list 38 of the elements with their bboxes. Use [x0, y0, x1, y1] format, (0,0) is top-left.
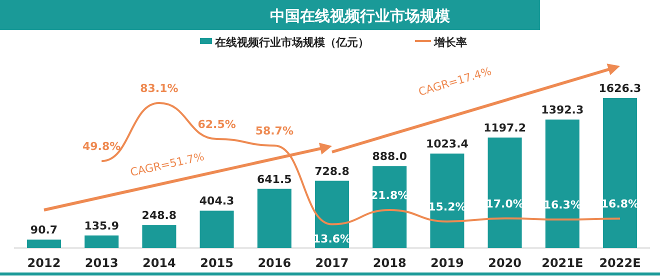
x-tick-label: 2016 [258, 256, 292, 270]
x-tick-label: 2022E [599, 256, 641, 270]
x-tick-label: 2021E [542, 256, 584, 270]
legend-label: 增长率 [433, 36, 467, 49]
bar [200, 210, 234, 248]
data-label: 90.7 [30, 224, 58, 237]
data-label: 404.3 [199, 194, 234, 208]
x-tick-label: 2014 [142, 256, 176, 270]
data-label: 1392.3 [541, 104, 584, 117]
x-tick-label: 2017 [315, 256, 349, 270]
x-tick-label: 2013 [84, 256, 118, 270]
bar [142, 225, 176, 248]
data-label: 1197.2 [484, 122, 526, 135]
data-label: 135.9 [84, 219, 119, 232]
bar [545, 120, 580, 248]
data-label: 1023.4 [426, 138, 469, 151]
bar [603, 98, 637, 248]
bar [27, 240, 61, 248]
data-label: 728.8 [314, 164, 350, 178]
data-label: 62.5% [198, 118, 236, 131]
bar [84, 235, 119, 248]
chart-title: 中国在线视频行业市场规模 [270, 7, 451, 25]
data-label: 641.5 [257, 172, 292, 186]
x-tick-label: 2015 [200, 256, 234, 270]
data-label: 888.0 [372, 150, 408, 164]
data-label: 49.8% [82, 140, 121, 154]
data-label: 1626.3 [598, 82, 642, 95]
bar [257, 188, 292, 248]
x-tick-label: 2019 [430, 256, 464, 270]
data-label: 58.7% [255, 124, 294, 138]
x-tick-label: 2012 [27, 256, 61, 270]
bar [430, 154, 464, 248]
data-label: 248.8 [142, 209, 177, 222]
x-tick-label: 2018 [372, 256, 406, 270]
bar [488, 138, 522, 248]
x-tick-label: 2020 [488, 256, 522, 270]
data-label: 83.1% [140, 82, 178, 95]
legend-label: 在线视频行业市场规模（亿元） [214, 36, 369, 49]
